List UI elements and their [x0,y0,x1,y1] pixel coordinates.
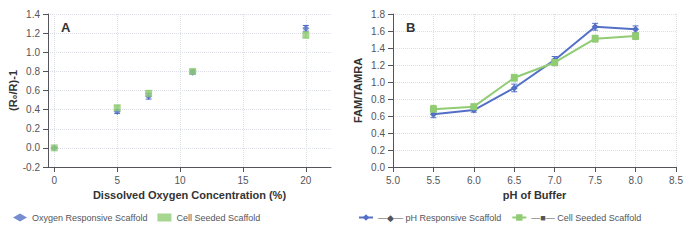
svg-text:Dissolved Oxygen Concentration: Dissolved Oxygen Concentration (%) [93,189,286,201]
svg-text:5: 5 [114,175,120,186]
svg-text:—■— Cell Seeded Scaffold: —■— Cell Seeded Scaffold [531,213,641,223]
svg-text:5.0: 5.0 [386,175,400,186]
svg-text:—◆— pH Responsive Scaffold: —◆— pH Responsive Scaffold [378,213,501,223]
svg-text:8.5: 8.5 [669,175,683,186]
svg-text:0.6: 0.6 [26,85,40,96]
svg-text:FAM/TAMRA: FAM/TAMRA [352,58,364,123]
svg-text:1.0: 1.0 [371,77,385,88]
svg-text:1.4: 1.4 [371,43,385,54]
svg-text:Oxygen Responsive Scaffold: Oxygen Responsive Scaffold [32,213,147,223]
svg-text:8.0: 8.0 [629,175,643,186]
svg-text:A: A [61,20,71,35]
svg-text:0.2: 0.2 [26,123,40,134]
svg-text:7.0: 7.0 [548,175,562,186]
svg-text:0.0: 0.0 [26,142,40,153]
svg-text:pH of Buffer: pH of Buffer [503,189,567,201]
svg-text:0.4: 0.4 [26,104,40,115]
svg-text:1.8: 1.8 [371,9,385,20]
svg-text:(R₀/R)-1: (R₀/R)-1 [7,70,19,111]
svg-text:6.5: 6.5 [507,175,521,186]
svg-text:0.8: 0.8 [371,94,385,105]
svg-text:B: B [406,20,415,35]
svg-text:1.4: 1.4 [26,9,40,20]
svg-text:10: 10 [175,175,187,186]
svg-text:5.5: 5.5 [426,175,440,186]
svg-text:0.6: 0.6 [371,111,385,122]
svg-text:20: 20 [300,175,312,186]
svg-text:0.2: 0.2 [371,145,385,156]
svg-text:1.2: 1.2 [26,28,40,39]
svg-text:-0.2: -0.2 [23,162,41,173]
svg-text:0.0: 0.0 [371,162,385,173]
svg-text:Cell Seeded Scaffold: Cell Seeded Scaffold [176,213,260,223]
svg-text:1.0: 1.0 [26,47,40,58]
svg-text:1.6: 1.6 [371,26,385,37]
svg-text:0: 0 [52,175,58,186]
svg-text:1.2: 1.2 [371,60,385,71]
svg-text:15: 15 [237,175,249,186]
svg-text:7.5: 7.5 [588,175,602,186]
svg-text:0.4: 0.4 [371,128,385,139]
svg-text:0.8: 0.8 [26,66,40,77]
svg-text:6.0: 6.0 [467,175,481,186]
